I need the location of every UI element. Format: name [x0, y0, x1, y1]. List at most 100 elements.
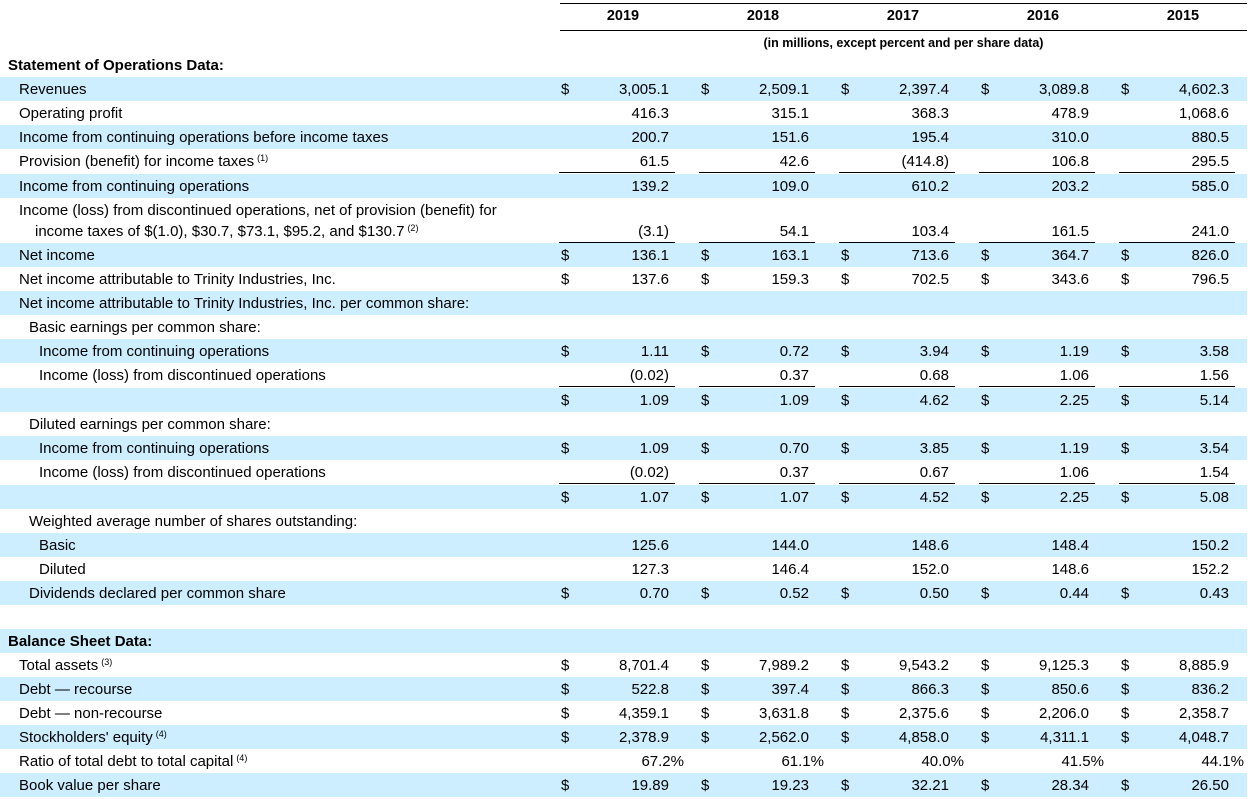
row-shading — [0, 291, 1247, 315]
value-cell: (414.8) — [901, 153, 949, 170]
value-cell: 148.6 — [1051, 561, 1089, 578]
value-cell: 148.4 — [1051, 537, 1089, 554]
row-label: Diluted earnings per common share: — [29, 416, 271, 433]
row-label-text: Operating profit — [19, 105, 123, 122]
currency-symbol: $ — [841, 657, 850, 674]
subtotal-rule — [699, 172, 815, 173]
value-cell: 26.50 — [1191, 777, 1229, 794]
table-row: Revenues $3,005.1 $2,509.1 $2,397.4 $3,089.8… — [0, 77, 1253, 101]
table-row: Book value per share $19.89 $19.23 $32.21 $2… — [0, 773, 1253, 797]
currency-symbol: $ — [981, 585, 990, 602]
currency-symbol: $ — [1121, 777, 1130, 794]
currency-symbol: $ — [841, 681, 850, 698]
row-label: Net income attributable to Trinity Indus… — [19, 295, 469, 312]
row-label-text: Stockholders' equity — [19, 729, 153, 746]
currency-symbol: $ — [1121, 681, 1130, 698]
footnote-marker: (1) — [257, 153, 269, 163]
value-cell: 54.1 — [779, 223, 809, 240]
value-cell: 137.6 — [631, 271, 669, 288]
row-label-text: Net income attributable to Trinity Indus… — [19, 271, 336, 288]
value-cell: 1.19 — [1059, 440, 1089, 457]
table-row: Diluted 127.3 146.4 152.0 148.6 152.2 — [0, 557, 1253, 581]
row-shading — [0, 174, 1247, 198]
subtotal-rule — [979, 386, 1095, 387]
row-label-text: Basic — [39, 537, 76, 554]
subtotal-rule — [559, 172, 675, 173]
currency-symbol: $ — [1121, 271, 1130, 288]
subtotal-rule — [839, 483, 955, 484]
value-cell: 0.44 — [1059, 585, 1089, 602]
value-cell: 866.3 — [911, 681, 949, 698]
value-cell: (3.1) — [638, 223, 669, 240]
row-label: Income from continuing operations — [39, 343, 269, 360]
value-cell: 44.1% — [1201, 753, 1244, 770]
currency-symbol: $ — [841, 489, 850, 506]
currency-symbol: $ — [1121, 81, 1130, 98]
units-note: (in millions, except percent and per sha… — [763, 36, 1044, 50]
value-cell: 836.2 — [1191, 681, 1229, 698]
row-label-text: Income from continuing operations — [39, 343, 270, 360]
currency-symbol: $ — [981, 777, 990, 794]
value-cell: 1.11 — [640, 343, 669, 360]
row-label-text: Net income attributable to Trinity Indus… — [19, 295, 470, 312]
value-cell: 315.1 — [771, 105, 809, 122]
currency-symbol: $ — [841, 392, 850, 409]
subtotal-rule — [559, 242, 675, 243]
table-row: Income (loss) from discontinued operatio… — [0, 363, 1253, 387]
value-cell: 139.2 — [631, 178, 669, 195]
subtotal-rule — [1119, 483, 1235, 484]
row-label: Debt — recourse — [19, 681, 132, 698]
value-cell: 9,543.2 — [898, 657, 949, 674]
value-cell: 0.50 — [919, 585, 949, 602]
row-shading — [0, 339, 1247, 363]
currency-symbol: $ — [701, 247, 710, 264]
value-cell: 2,378.9 — [618, 729, 669, 746]
value-cell: 8,701.4 — [618, 657, 669, 674]
value-cell: 3.58 — [1199, 343, 1229, 360]
row-label-text: Revenues — [19, 81, 87, 98]
value-cell: 136.1 — [631, 247, 669, 264]
subtotal-rule — [979, 172, 1095, 173]
year-header: 2017 — [886, 8, 920, 24]
value-cell: 2.25 — [1059, 489, 1089, 506]
subtotal-rule — [1119, 242, 1235, 243]
section-title: Statement of Operations Data: — [8, 57, 224, 74]
row-label: Total assets (3) — [19, 657, 112, 674]
row-label-text: Diluted earnings per common share: — [29, 416, 271, 433]
table-row: $1.09 $1.09 $4.62 $2.25 $5.14 — [0, 388, 1253, 412]
value-cell: 32.21 — [911, 777, 949, 794]
value-cell: 200.7 — [631, 129, 669, 146]
currency-symbol: $ — [981, 392, 990, 409]
row-label-text: Diluted — [39, 561, 86, 578]
value-cell: 610.2 — [911, 178, 949, 195]
value-cell: 478.9 — [1051, 105, 1089, 122]
value-cell: 4,048.7 — [1178, 729, 1229, 746]
row-label-text: Ratio of total debt to total capital — [19, 753, 234, 770]
row-label: Net income attributable to Trinity Indus… — [19, 271, 336, 288]
value-cell: 125.6 — [631, 537, 669, 554]
row-shading — [0, 581, 1247, 605]
currency-symbol: $ — [981, 247, 990, 264]
table-row: Ratio of total debt to total capital (4) 6… — [0, 749, 1253, 773]
currency-symbol: $ — [981, 705, 990, 722]
currency-symbol: $ — [561, 729, 570, 746]
row-label-text: Net income — [19, 247, 95, 264]
row-label-text: Debt — non-recourse — [19, 705, 163, 722]
currency-symbol: $ — [561, 271, 570, 288]
row-label: Revenues — [19, 81, 87, 98]
value-cell: 850.6 — [1051, 681, 1089, 698]
row-label: Stockholders' equity (4) — [19, 729, 167, 746]
value-cell: 103.4 — [911, 223, 949, 240]
currency-symbol: $ — [981, 440, 990, 457]
table-row: Income (loss) from discontinued operatio… — [0, 460, 1253, 484]
value-cell: (0.02) — [629, 464, 669, 481]
subtotal-rule — [699, 483, 815, 484]
currency-symbol: $ — [701, 681, 710, 698]
table-row: Income from continuing operations $1.11 $0… — [0, 339, 1253, 363]
currency-symbol: $ — [701, 440, 710, 457]
currency-symbol: $ — [701, 271, 710, 288]
table-row: Diluted earnings per common share: — [0, 412, 1253, 436]
value-cell: 1.06 — [1059, 367, 1089, 384]
table-row: Income (loss) from discontinued operatio… — [0, 198, 1253, 243]
value-cell: 3.94 — [919, 343, 949, 360]
